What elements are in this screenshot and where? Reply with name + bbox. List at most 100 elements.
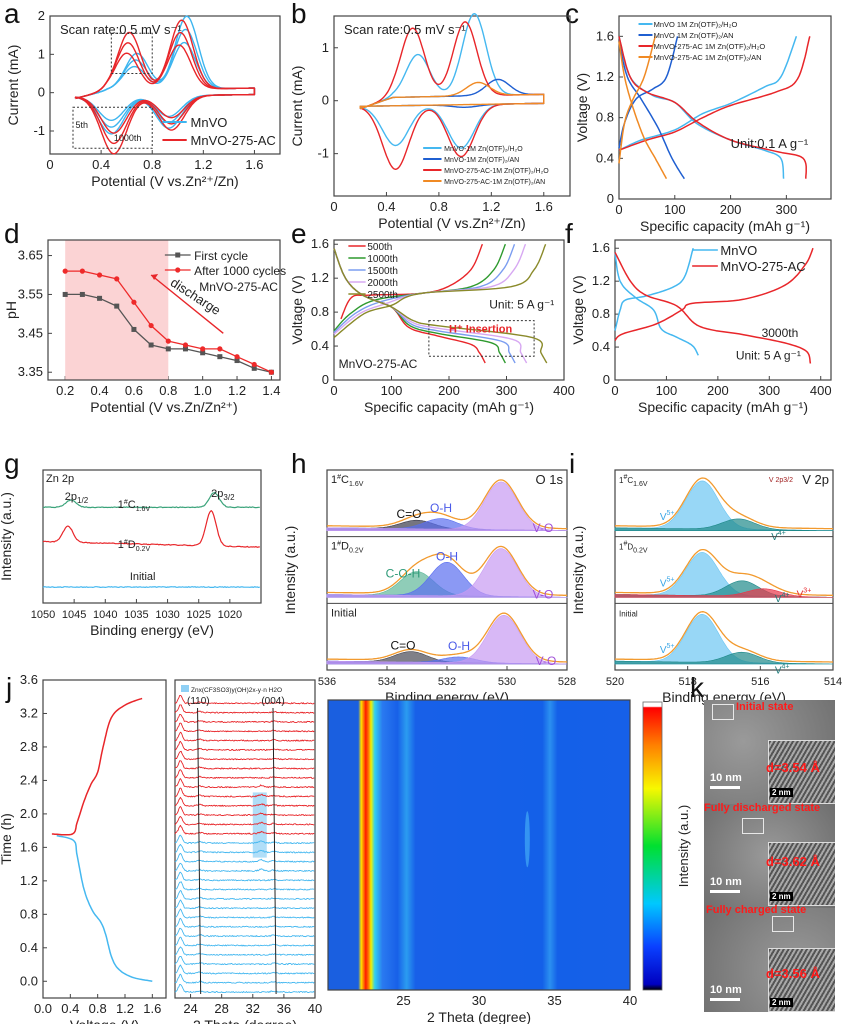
- current-density-label: Unit: 5 A g⁻¹: [736, 348, 801, 362]
- x-tick-label: 1.6: [245, 157, 263, 172]
- chart-i: 520 518 516 514Binding energy (eV)Intensity…: [570, 470, 842, 705]
- heatmap: [328, 700, 630, 990]
- legend-label: 2500th: [367, 290, 398, 301]
- data-point: [217, 346, 222, 351]
- inset-scale-bar: 2 nm: [770, 998, 793, 1007]
- peak-label-2p1/2: 2p1/2: [65, 491, 89, 505]
- superscript: 3+: [803, 588, 811, 595]
- x-axis-title: Specific capacity (mAh g⁻¹): [364, 399, 534, 415]
- y-tick-label: 3.55: [18, 286, 43, 301]
- data-point: [166, 339, 171, 344]
- xrd-pattern: [175, 844, 314, 853]
- legend-swatch: [181, 685, 189, 692]
- chart-b: 0 0.4 0.8 1.2 1.6-101Potential (V vs.Zn²⁺/Zn…: [289, 14, 570, 231]
- x-tick-label: 0.4: [91, 383, 109, 398]
- data-point: [114, 304, 119, 309]
- subplot-label: Initial: [619, 609, 638, 618]
- xrd-pattern: [175, 891, 314, 900]
- xrd-pattern: [175, 974, 314, 983]
- y-axis-title: Intensity (a.u.): [0, 492, 14, 581]
- y-axis-title: Voltage (V): [574, 73, 590, 142]
- superscript: 4+: [782, 663, 790, 670]
- subplot-label: Initial: [331, 607, 357, 619]
- x-tick-label: 32: [246, 1001, 260, 1016]
- main: C: [341, 474, 349, 486]
- scale-bar-label: 10 nm: [710, 876, 742, 888]
- x-tick-label: 0.4: [61, 1001, 79, 1016]
- x-tick-label: 0.0: [34, 1001, 52, 1016]
- xrd-pattern: [175, 863, 314, 871]
- legend-marker: [175, 267, 180, 272]
- tem-image-stack: Initial state d=3.54 Å 10 nm 2 nm Fully disc…: [704, 700, 835, 1012]
- x-tick-label: 300: [758, 383, 780, 398]
- d-spacing-label: d=3.56 Å: [766, 966, 820, 981]
- data-point: [166, 346, 171, 351]
- x-tick-label: 1030: [155, 609, 179, 621]
- x-axis-title: 2 Theta (degree): [427, 1009, 531, 1024]
- y-tick-label: 0: [322, 93, 329, 108]
- cycle-label-1000th: 1000th: [114, 133, 142, 143]
- x-tick-label: 1.2: [116, 1001, 134, 1016]
- xrd-pattern: [175, 807, 314, 816]
- data-point: [252, 362, 257, 367]
- y-tick-label: 0.4: [592, 339, 610, 354]
- tem-image-2: Fully discharged state d=3.62 Å 10 nm 2 nm: [704, 804, 835, 908]
- subscript: 3/2: [223, 493, 235, 502]
- x-tick-label: 25: [396, 993, 410, 1008]
- cv-curve-mnvo: [76, 43, 255, 121]
- colorbar-label: Intensity (a.u.): [676, 805, 691, 887]
- legend-label: 500th: [367, 242, 392, 253]
- y-tick-label: 0: [322, 372, 329, 387]
- element-label: Zn 2p: [46, 473, 74, 485]
- component-label: V-O: [533, 521, 554, 535]
- legend-label: MnVO-1M Zn(OTF)₂/H₂O: [444, 146, 523, 153]
- legend-label: MnVO: [720, 243, 757, 258]
- chart-d: 0.2 0.4 0.6 0.8 1.0 1.2 1.43.353.453.553.65Pot…: [3, 240, 286, 415]
- x-tick-label: 35: [547, 993, 561, 1008]
- plot-frame: [43, 470, 261, 603]
- selection-box: [772, 916, 794, 932]
- legend-label: 2000th: [367, 278, 398, 289]
- x-axis-title: Voltage (V): [70, 1017, 139, 1024]
- x-tick-label: 300: [776, 202, 798, 217]
- xrd-pattern: [175, 732, 314, 741]
- x-tick-label: 200: [720, 202, 742, 217]
- cv-curve-mnvo-275-ac-1m-zn-otf-an: [360, 82, 544, 108]
- subscript: 1.6V: [633, 481, 648, 488]
- x-tick-label: 400: [810, 383, 832, 398]
- legend-label: First cycle: [194, 249, 248, 263]
- data-point: [131, 300, 136, 305]
- superscript: 5+: [667, 577, 675, 584]
- x-tick-label: 1.6: [143, 1001, 161, 1016]
- subscript: 0.2V: [136, 546, 151, 553]
- x-tick-label: 0: [330, 199, 337, 214]
- selection-box: [712, 704, 734, 720]
- y-tick-label: 0.0: [20, 973, 38, 988]
- colorbar: [643, 702, 662, 990]
- sample-label-charged: 1#C1.6V: [118, 499, 151, 513]
- x-tick-label: 0: [611, 383, 618, 398]
- x-tick-label: 400: [553, 383, 575, 398]
- x-tick-label: 40: [308, 1001, 322, 1016]
- discharge-curve-1000th: [334, 249, 505, 364]
- x-tick-label: 0: [46, 157, 53, 172]
- data-point: [183, 342, 188, 347]
- y-tick-label: 3.6: [20, 672, 38, 687]
- y-tick-label: 0.8: [596, 110, 614, 125]
- legend-label: After 1000 cycles: [194, 264, 286, 278]
- y-tick-label: 0.8: [592, 306, 610, 321]
- y-tick-label: 1.6: [311, 236, 329, 251]
- data-point: [97, 296, 102, 301]
- scan-rate-label: Scan rate:0.5 mV s⁻¹: [60, 22, 182, 37]
- y-tick-label: 1.6: [596, 28, 614, 43]
- scale-bar-label: 10 nm: [710, 772, 742, 784]
- y-axis-title: Voltage (V): [570, 275, 586, 344]
- discharge-curve: [615, 252, 698, 355]
- h-insertion-label: H⁺ Insertion: [449, 323, 513, 335]
- y-axis-title: pH: [3, 301, 19, 319]
- xrd-pattern: [175, 900, 314, 909]
- data-point: [200, 346, 205, 351]
- y-tick-label: 1.2: [592, 273, 610, 288]
- y-tick-label: 0.4: [596, 150, 614, 165]
- data-point: [80, 269, 85, 274]
